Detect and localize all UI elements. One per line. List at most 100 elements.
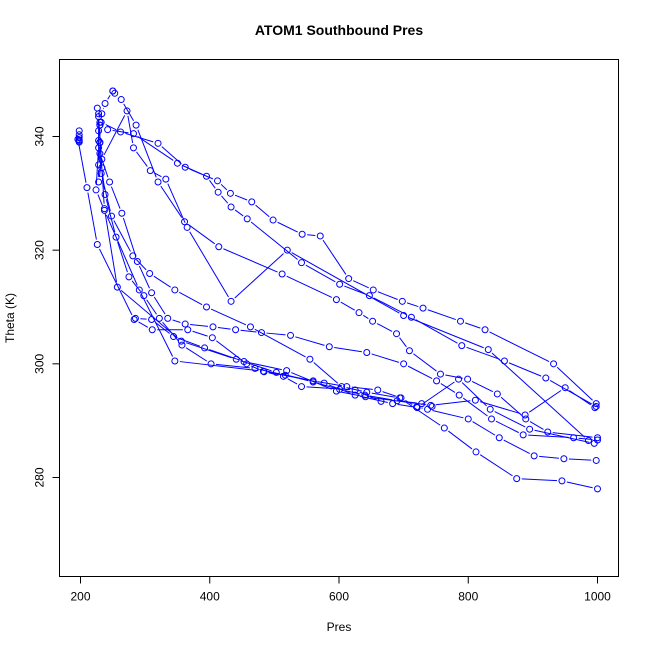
y-tick-label: 300 bbox=[33, 354, 47, 374]
data-point bbox=[214, 188, 222, 196]
data-point bbox=[133, 258, 141, 266]
series-segment bbox=[87, 192, 97, 240]
series-segment bbox=[209, 349, 240, 361]
series-segment bbox=[217, 327, 231, 330]
data-point bbox=[260, 368, 268, 376]
data-point bbox=[283, 367, 291, 375]
data-point bbox=[400, 312, 408, 320]
data-point bbox=[464, 375, 472, 383]
series-segment bbox=[110, 186, 121, 209]
data-point bbox=[171, 357, 179, 365]
series-segment bbox=[266, 332, 286, 336]
series-segment bbox=[440, 383, 456, 393]
series-segment bbox=[221, 195, 229, 204]
data-point bbox=[530, 452, 538, 460]
series-segment bbox=[122, 217, 137, 257]
data-point bbox=[325, 343, 333, 351]
series-segment bbox=[137, 136, 174, 161]
series-segment bbox=[549, 380, 593, 405]
data-point bbox=[433, 377, 441, 385]
series-segment bbox=[445, 374, 463, 379]
data-point bbox=[561, 384, 569, 392]
series-9 bbox=[95, 113, 436, 410]
data-point bbox=[131, 314, 139, 322]
series-segment bbox=[131, 280, 142, 293]
series-segment bbox=[334, 347, 362, 353]
series-segment bbox=[125, 132, 154, 143]
data-point bbox=[584, 437, 592, 445]
y-axis-label: Theta (K) bbox=[3, 293, 17, 343]
data-point bbox=[400, 360, 408, 368]
series-segment bbox=[95, 152, 99, 185]
series-segment bbox=[105, 199, 116, 233]
data-point bbox=[171, 286, 179, 294]
series-segment bbox=[99, 248, 133, 316]
series-segment bbox=[566, 481, 593, 489]
series-segment bbox=[107, 95, 111, 100]
series-segment bbox=[489, 331, 550, 363]
data-point bbox=[154, 178, 162, 186]
data-point bbox=[389, 400, 397, 408]
series-segment bbox=[370, 396, 426, 406]
data-point bbox=[207, 360, 215, 368]
data-point bbox=[181, 218, 189, 226]
series-segment bbox=[277, 221, 298, 233]
series-segment bbox=[495, 420, 519, 434]
series-segment bbox=[480, 401, 521, 415]
series-segment bbox=[259, 368, 281, 375]
series-segment bbox=[521, 478, 557, 482]
data-point bbox=[287, 331, 295, 339]
data-point bbox=[519, 431, 527, 439]
data-point bbox=[130, 316, 138, 324]
series-segment bbox=[240, 329, 257, 333]
data-point bbox=[184, 326, 192, 334]
series-segment bbox=[167, 183, 186, 224]
data-point bbox=[513, 475, 521, 483]
data-point bbox=[345, 275, 353, 283]
data-point bbox=[75, 137, 83, 145]
data-point bbox=[361, 393, 369, 401]
series-12 bbox=[131, 314, 599, 419]
series-2 bbox=[95, 87, 601, 493]
series-segment bbox=[435, 400, 471, 406]
series-segment bbox=[153, 296, 166, 315]
series-segment bbox=[113, 220, 131, 252]
data-point bbox=[558, 477, 566, 485]
x-tick-label: 600 bbox=[329, 590, 349, 604]
series-segment bbox=[250, 221, 298, 260]
data-point bbox=[227, 297, 235, 305]
data-point bbox=[173, 159, 181, 167]
data-point bbox=[590, 439, 598, 447]
data-point bbox=[428, 402, 436, 410]
data-point bbox=[332, 387, 340, 395]
series-segment bbox=[322, 239, 347, 275]
data-point bbox=[355, 309, 363, 317]
data-point bbox=[117, 96, 125, 104]
data-point bbox=[125, 273, 133, 281]
data-point bbox=[111, 89, 119, 97]
series-segment bbox=[146, 299, 157, 315]
series-segment bbox=[155, 322, 170, 334]
data-point bbox=[486, 405, 494, 413]
series-segment bbox=[192, 330, 208, 337]
data-point bbox=[481, 326, 489, 334]
data-point bbox=[135, 286, 143, 294]
data-point bbox=[455, 391, 463, 399]
series-segment bbox=[528, 434, 569, 438]
series-segment bbox=[215, 363, 251, 369]
series-segment bbox=[250, 365, 260, 371]
series-segment bbox=[240, 360, 272, 372]
data-point bbox=[148, 289, 156, 297]
data-point bbox=[493, 390, 501, 398]
series-segment bbox=[178, 337, 201, 347]
data-point bbox=[363, 348, 371, 356]
series-segment bbox=[344, 285, 365, 295]
series-5 bbox=[96, 121, 600, 410]
series-segment bbox=[528, 390, 562, 413]
data-point bbox=[162, 175, 170, 183]
series-segment bbox=[123, 103, 134, 122]
series-segment bbox=[295, 336, 325, 346]
data-point bbox=[455, 375, 463, 383]
data-point bbox=[594, 485, 601, 493]
series-segment bbox=[234, 209, 244, 217]
